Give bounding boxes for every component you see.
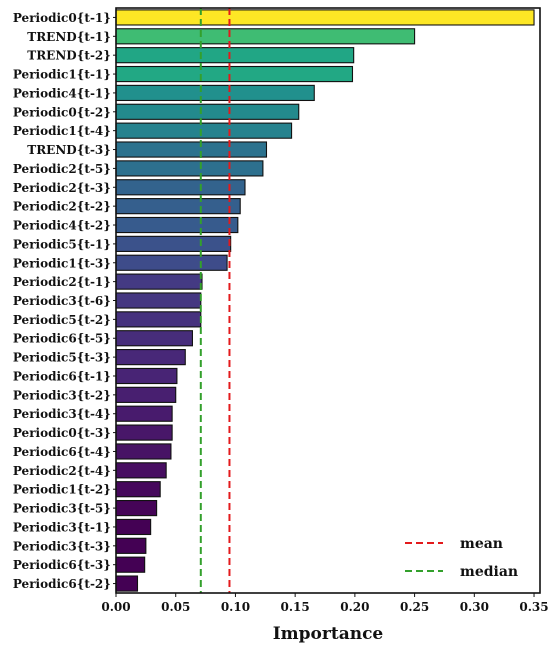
bar [115,330,193,347]
x-tick-label: 0.15 [281,600,310,614]
x-tick-label: 0.05 [161,600,190,614]
y-tick-label: Periodic2{t-2} [13,200,111,214]
y-tick-label: Periodic3{t-3} [13,539,111,553]
y-tick-label: Periodic0{t-3} [13,426,111,440]
y-tick-label: TREND{t-2} [27,49,111,63]
plot-frame [115,7,541,594]
legend: mean median [405,536,518,580]
y-tick-label: Periodic2{t-4} [13,464,111,478]
bar [115,160,264,177]
y-tick-label: Periodic0{t-2} [13,105,111,119]
bar [115,499,158,517]
bar [115,273,203,290]
y-tick-label: Periodic2{t-3} [13,181,111,195]
y-tick-label: Periodic3{t-2} [13,388,111,402]
y-tick-label: Periodic3{t-6} [13,294,111,308]
bar [115,179,246,196]
bar [115,537,147,554]
y-tick-label: Periodic6{t-1} [13,369,111,383]
y-tick-label: Periodic5{t-3} [13,351,111,365]
bar [115,575,139,592]
x-tick-label: 0.20 [340,600,369,614]
y-tick-label: Periodic3{t-5} [13,502,111,516]
x-tick-label: 0.00 [101,600,130,614]
bar [115,518,152,536]
bar [115,556,146,573]
bar [115,198,241,215]
bar [115,443,172,460]
y-tick-label: Periodic2{t-5} [13,162,111,176]
y-tick-label: Periodic1{t-2} [13,483,111,497]
bar [115,311,202,328]
y-tick-label: Periodic1{t-1} [13,68,111,82]
bar [115,84,315,102]
legend-label-median: median [460,564,518,580]
bars-layer [115,9,535,592]
bar [115,424,173,441]
x-axis-title: Importance [273,624,384,644]
y-tick-label: Periodic1{t-3} [13,256,111,270]
bar [115,386,177,403]
bar [115,28,416,45]
x-tick-label: 0.10 [221,600,250,614]
reference-lines-layer [199,8,231,593]
bar [115,292,202,309]
y-tick-label: Periodic0{t-1} [13,11,111,25]
y-tick-label: Periodic3{t-1} [13,520,111,534]
y-tick-label: Periodic6{t-3} [13,558,111,572]
y-tick-label: Periodic4{t-2} [13,219,111,233]
y-tick-label: Periodic6{t-4} [13,445,111,459]
bar [115,367,178,385]
y-tick-labels: Periodic0{t-1} TREND{t-1} TREND{t-2} Period… [13,11,116,591]
y-tick-label: Periodic1{t-4} [13,124,111,138]
bar [115,141,268,158]
y-tick-label: TREND{t-3} [27,143,111,157]
x-tick-label: 0.30 [460,600,489,614]
y-tick-label: Periodic6{t-2} [13,577,111,591]
y-tick-label: Periodic5{t-1} [13,237,111,251]
bar [115,9,535,26]
x-tick-label: 0.25 [400,600,429,614]
x-tick-label: 0.35 [519,600,548,614]
y-tick-label: Periodic4{t-1} [13,86,111,100]
bar [115,349,186,366]
y-tick-label: Periodic2{t-1} [13,275,111,289]
legend-label-mean: mean [460,536,503,552]
x-axis-ticks: 0.00 0.05 0.10 0.15 0.20 0.25 0.30 0.35 [101,593,549,614]
y-tick-label: Periodic5{t-2} [13,313,111,327]
bar [115,103,300,120]
bar [115,254,228,271]
y-tick-label: TREND{t-1} [27,30,111,44]
bar [115,481,161,498]
y-tick-label: Periodic6{t-5} [13,332,111,346]
bar [115,122,293,139]
bar [115,47,355,64]
bar [115,405,173,422]
bar [115,65,354,83]
bar [115,216,239,234]
y-tick-label: Periodic3{t-4} [13,407,111,421]
bar [115,462,167,479]
bar [115,235,232,252]
